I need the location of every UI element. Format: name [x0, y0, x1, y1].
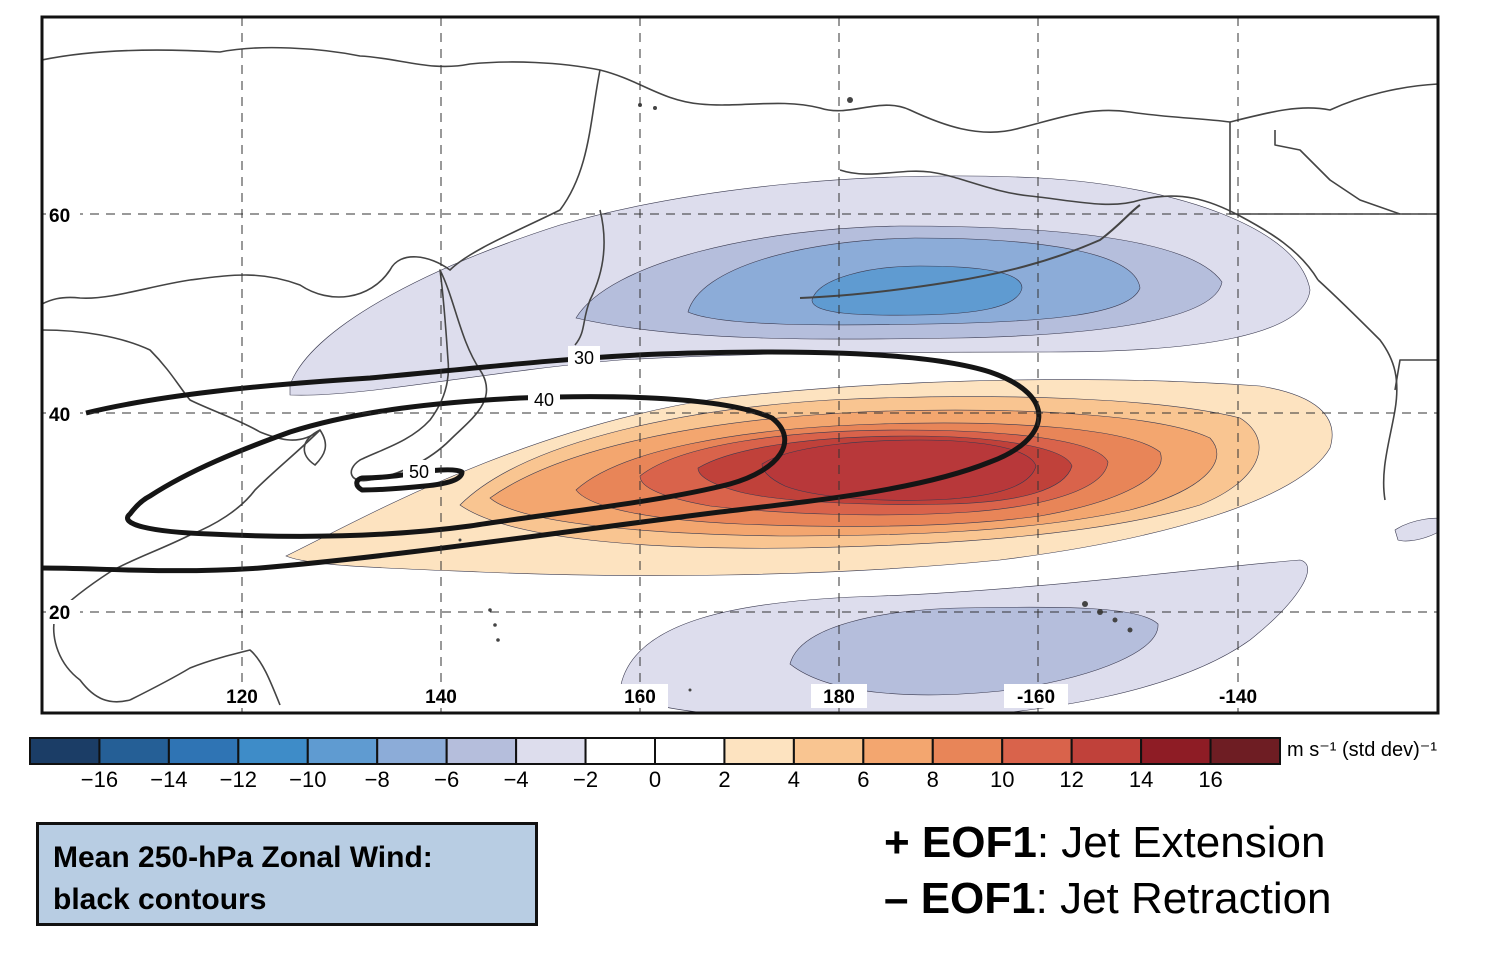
colorbar-cell: [862, 737, 934, 765]
contour-label-30: 30: [574, 348, 594, 368]
colorbar-tick-label: 2: [718, 767, 730, 792]
latitude-labels: 60 40 20: [46, 203, 80, 624]
colorbar-cell: [1001, 737, 1073, 765]
eof-minus-label: EOF1: [920, 874, 1036, 923]
gridlines: [42, 17, 1438, 713]
longitude-labels: 120 140 160 180 -160 -140: [214, 684, 1270, 708]
colorbar-cell: [792, 737, 865, 765]
colorbar-cell: [167, 737, 240, 765]
legend-line-1: Mean 250-hPa Zonal Wind:: [53, 841, 433, 874]
colorbar-tick-label: −6: [434, 767, 459, 792]
lon-label-minus-160: -160: [1017, 687, 1055, 708]
colorbar-cell: [654, 737, 726, 765]
positive-anomaly: [285, 379, 1333, 576]
lon-label-180: 180: [823, 687, 855, 708]
colorbar-cell: [584, 737, 656, 765]
lon-label-minus-140: -140: [1219, 687, 1257, 708]
coastlines: [42, 46, 1438, 706]
lat-label-60: 60: [49, 206, 70, 227]
eof-plus-text: : Jet Extension: [1036, 818, 1326, 867]
eof-plus-sign: +: [884, 818, 922, 867]
colorbar: [29, 737, 1281, 765]
colorbar-cell: [445, 737, 518, 765]
eof-minus-sign: –: [884, 874, 921, 923]
colorbar-cell: [237, 737, 309, 765]
negative-anomaly-north: [289, 175, 1311, 396]
eof-minus-annotation: – EOF1: Jet Retraction: [884, 874, 1332, 924]
lon-label-160: 160: [624, 687, 656, 708]
lon-label-140: 140: [425, 687, 457, 708]
colorbar-tick-label: 4: [788, 767, 800, 792]
eof-plus-label: EOF1: [921, 818, 1037, 867]
colorbar-tick-label: −4: [504, 767, 529, 792]
lon-label-120: 120: [226, 687, 258, 708]
contour-label-50: 50: [409, 462, 429, 482]
negative-anomaly-south: [619, 518, 1438, 713]
lat-label-20: 20: [49, 603, 70, 624]
colorbar-tick-label: −2: [573, 767, 598, 792]
eof-minus-text: : Jet Retraction: [1035, 874, 1332, 923]
eof-plus-annotation: + EOF1: Jet Extension: [884, 818, 1325, 868]
colorbar-tick-label: 10: [990, 767, 1014, 792]
colorbar-cell: [1209, 737, 1281, 765]
colorbar-units: m s⁻¹ (std dev)⁻¹: [1287, 739, 1437, 761]
colorbar-tick-label: 16: [1198, 767, 1222, 792]
colorbar-tick-label: −8: [365, 767, 390, 792]
colorbar-cell: [306, 737, 379, 765]
colorbar-tick-label: 12: [1059, 767, 1083, 792]
map-frame: [40, 15, 1440, 715]
jet-contour-labels: 30 40 50: [403, 346, 600, 482]
colorbar-cell: [515, 737, 587, 765]
colorbar-tick-label: 8: [927, 767, 939, 792]
legend-box: Mean 250-hPa Zonal Wind: black contours: [36, 822, 538, 926]
colorbar-tick-label: 0: [649, 767, 661, 792]
colorbar-cell: [723, 737, 795, 765]
colorbar-tick-label: 14: [1129, 767, 1153, 792]
contour-30: [42, 349, 1042, 574]
colorbar-tick-label: −16: [81, 767, 118, 792]
colorbar-cell: [1070, 737, 1143, 765]
legend-line-2: black contours: [53, 883, 267, 916]
colorbar-tick-label: −12: [220, 767, 257, 792]
lat-label-40: 40: [49, 405, 70, 426]
colorbar-cell: [29, 737, 101, 765]
contour-label-40: 40: [534, 390, 554, 410]
map-area: 30 40 50 60 40 20: [42, 17, 1438, 713]
colorbar-tick-label: −14: [150, 767, 187, 792]
colorbar-cell: [931, 737, 1004, 765]
colorbar-cell: [98, 737, 170, 765]
colorbar-ticks: −16 −14 −12 −10 −8 −6 −4 −2 0 2 4 6 8 10 12 14 16: [81, 767, 1223, 792]
colorbar-tick-label: −10: [289, 767, 326, 792]
colorbar-cell: [376, 737, 448, 765]
contour-40: [125, 394, 788, 539]
colorbar-cell: [1140, 737, 1212, 765]
colorbar-tick-label: 6: [857, 767, 869, 792]
